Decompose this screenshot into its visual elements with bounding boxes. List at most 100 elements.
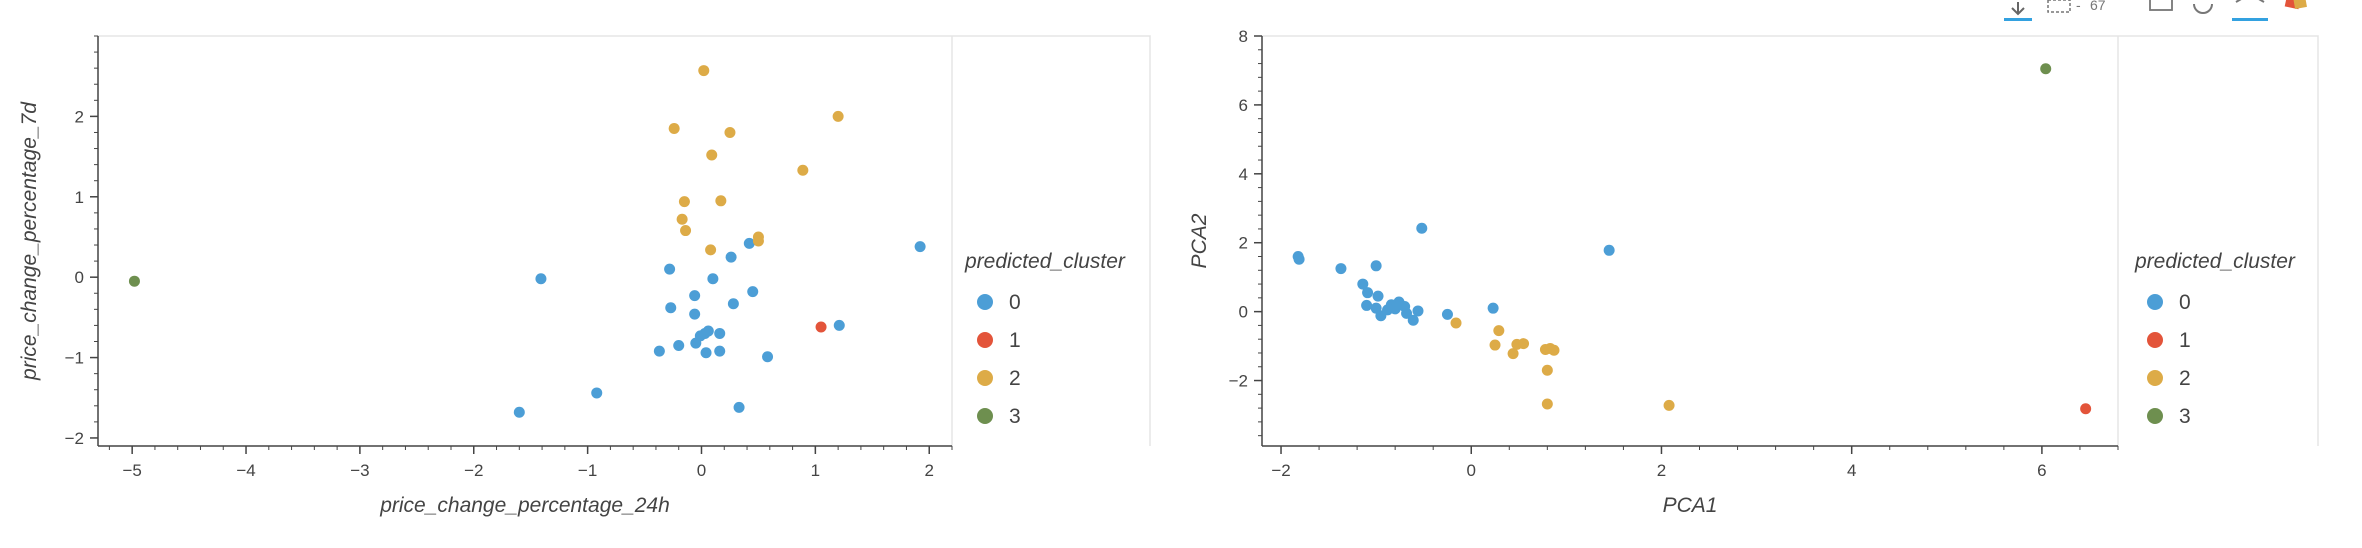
svg-text:-: - [2076, 0, 2081, 13]
data-point [725, 251, 737, 263]
data-point [1541, 398, 1553, 410]
data-point [665, 302, 677, 314]
data-point [1487, 302, 1499, 314]
data-point [733, 401, 745, 413]
data-point [752, 235, 764, 247]
data-point [700, 347, 712, 359]
data-point [1663, 399, 1675, 411]
data-point [689, 290, 701, 302]
x-tick-label: 1 [811, 461, 820, 480]
legend: predicted_cluster 0 1 2 3 [2134, 250, 2296, 428]
data-point [676, 213, 688, 225]
data-point [815, 321, 827, 333]
x-tick-label: −5 [122, 461, 141, 480]
data-point [664, 263, 676, 275]
data-point [1493, 325, 1505, 337]
toolbar-svg: - 67 [2000, 0, 2307, 21]
data-point [1362, 287, 1374, 299]
x-tick-label: −2 [464, 461, 483, 480]
data-point [743, 237, 755, 249]
box-zoom-icon[interactable]: - [2047, 0, 2081, 13]
y-tick-label: −2 [65, 429, 84, 448]
x-tick-label: 2 [1657, 461, 1666, 480]
legend-marker [977, 332, 993, 348]
bokeh-logo-icon [2284, 0, 2307, 10]
pan-icon[interactable] [2000, 0, 2036, 21]
data-point [1450, 317, 1462, 329]
data-point [762, 351, 774, 363]
x-tick-label: −4 [236, 461, 255, 480]
y-tick-label: −1 [65, 349, 84, 368]
series-cluster-0 [1292, 222, 1615, 326]
data-point [1407, 314, 1419, 326]
legend-label: 2 [1009, 367, 1021, 390]
save-icon[interactable] [2149, 0, 2173, 11]
x-tick-label: 0 [697, 461, 706, 480]
data-point [1507, 348, 1519, 360]
legend-label: 1 [2179, 329, 2191, 352]
data-point [1416, 222, 1428, 234]
x-tick-label: 6 [2037, 461, 2046, 480]
data-point [689, 308, 701, 320]
legend-marker [2147, 332, 2163, 348]
y-axis-title: PCA2 [1188, 213, 1211, 268]
data-point [832, 110, 844, 122]
data-point [724, 126, 736, 138]
svg-text:67: 67 [2090, 0, 2106, 13]
data-point [668, 122, 680, 134]
hover-icon[interactable] [2232, 0, 2268, 21]
data-point [680, 225, 692, 237]
legend-marker [977, 370, 993, 386]
data-point [705, 244, 717, 256]
legend-label: 3 [1009, 405, 1021, 428]
data-point [702, 325, 714, 337]
series-cluster-3 [128, 275, 140, 287]
data-point [673, 340, 685, 352]
data-point [747, 286, 759, 298]
data-point [698, 65, 710, 77]
y-axis-title: price_change_percentage_7d [18, 101, 41, 381]
x-tick-label: −3 [350, 461, 369, 480]
y-tick-label: 8 [1239, 27, 1248, 46]
y-tick-label: 0 [1239, 303, 1248, 322]
data-point [1293, 253, 1305, 265]
legend-title: predicted_cluster [964, 250, 1126, 273]
y-tick-label: 0 [75, 268, 84, 287]
data-point [1357, 278, 1369, 290]
y-tick-label: −2 [1229, 372, 1248, 391]
x-axis-title: price_change_percentage_24h [379, 494, 670, 517]
y-tick-label: 6 [1239, 96, 1248, 115]
plot-frame [1262, 35, 2319, 446]
legend-label: 2 [2179, 367, 2191, 390]
data-point [1401, 307, 1413, 319]
y-tick-label: 1 [75, 188, 84, 207]
legend-marker [977, 294, 993, 310]
reset-icon[interactable] [2193, 3, 2213, 14]
chart-1: −5 −4 −3 −2 −1 0 1 2 −2 −1 0 1 2 price_change_percent… [18, 35, 1151, 517]
legend-label: 0 [1009, 291, 1021, 314]
legend-label: 3 [2179, 405, 2191, 428]
bokeh-toolbar: - 67 [1990, 0, 2362, 24]
data-point [833, 319, 845, 331]
legend-marker [2147, 408, 2163, 424]
data-point [1370, 260, 1382, 272]
y-tick-label: 2 [75, 107, 84, 126]
data-point [653, 345, 665, 357]
wheel-zoom-icon[interactable]: 67 [2090, 0, 2106, 13]
data-point [591, 387, 603, 399]
series-cluster-2 [1450, 317, 1675, 411]
data-point [128, 275, 140, 287]
data-point [1548, 344, 1560, 356]
data-point [1541, 364, 1553, 376]
plot-frame [98, 35, 1151, 446]
series-cluster-3 [2040, 63, 2052, 75]
series-cluster-1 [2080, 403, 2092, 415]
x-axis-title: PCA1 [1663, 494, 1718, 517]
legend-marker [2147, 294, 2163, 310]
data-point [1335, 263, 1347, 275]
legend-marker [977, 408, 993, 424]
series-cluster-0 [513, 237, 926, 418]
data-point [2040, 63, 2052, 75]
data-point [678, 196, 690, 208]
data-point [1518, 338, 1530, 350]
